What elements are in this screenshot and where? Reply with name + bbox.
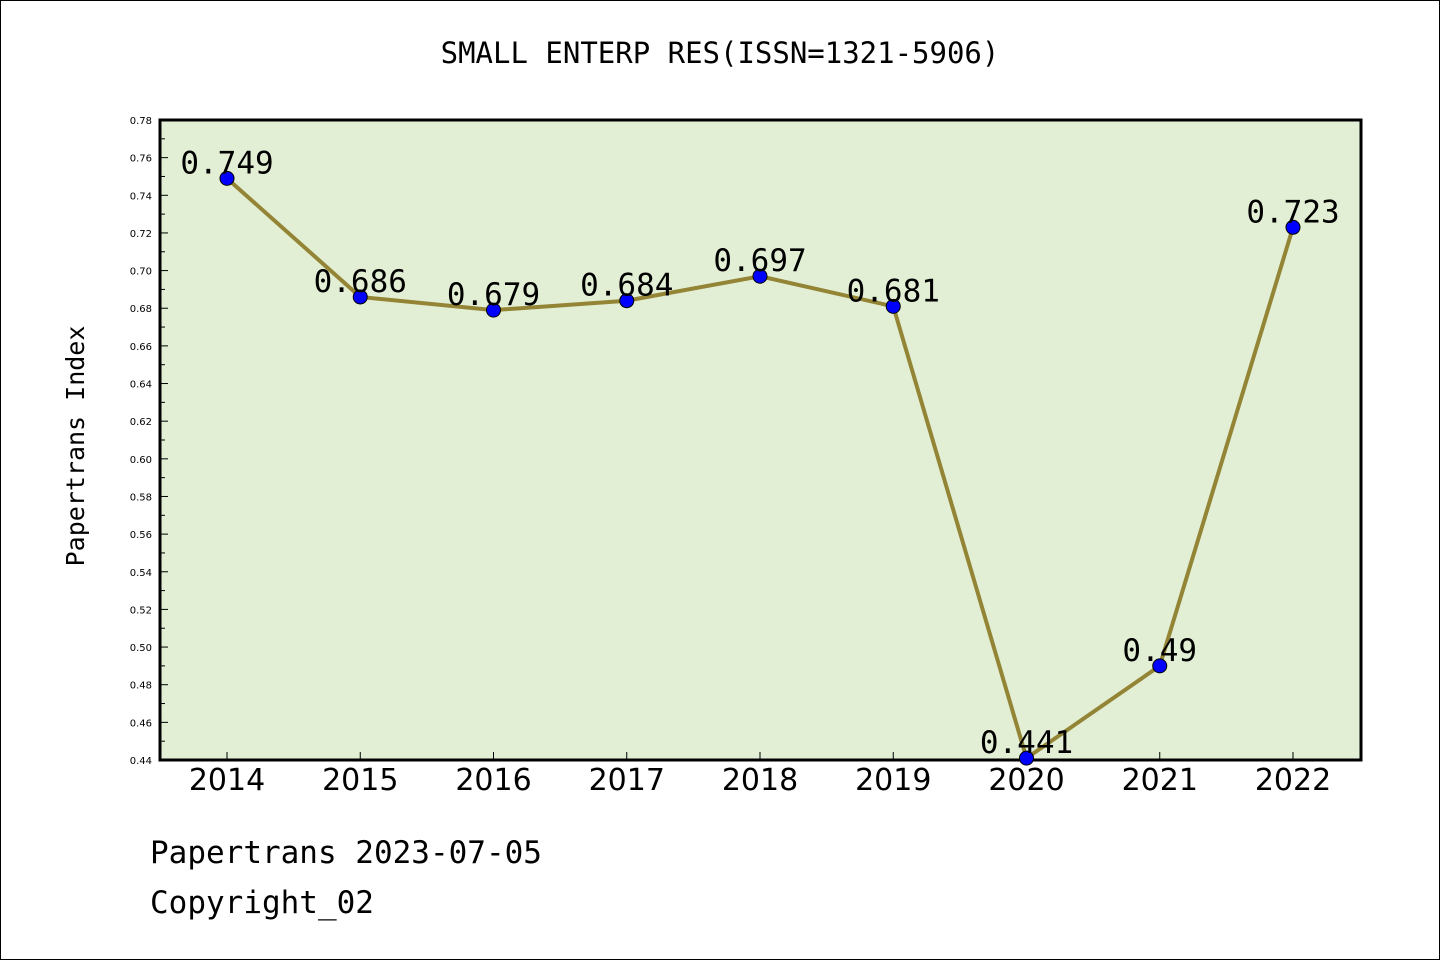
x-tick-label: 2022 (1255, 763, 1331, 798)
data-point (885, 298, 901, 314)
data-point (1285, 219, 1301, 235)
y-tick-label: 0.64 (130, 380, 152, 391)
chart-title: SMALL ENTERP RES(ISSN=1321-5906) (440, 36, 1000, 70)
x-tick-label: 2015 (322, 763, 398, 798)
data-labels: 0.749 0.686 0.679 0.684 0.697 0.681 0.441 0.49 0… (180, 145, 1339, 761)
y-tick-label: 0.54 (130, 568, 152, 579)
footer-copyright-text: Copyright_02 (150, 885, 374, 921)
y-axis: 0.44 0.46 0.48 0.50 0.52 0.54 0.56 0.58 0.60 0.62… (130, 116, 168, 767)
x-axis: 2014 2015 2016 2017 2018 2019 2020 2021 2022 (189, 752, 1331, 798)
data-label: 0.441 (980, 725, 1073, 761)
y-tick-label: 0.74 (130, 191, 152, 202)
data-label: 0.749 (180, 145, 273, 181)
y-tick-label: 0.56 (130, 530, 152, 541)
x-tick-label: 2017 (589, 763, 665, 798)
series-markers (219, 170, 1301, 766)
y-tick-label: 0.70 (130, 267, 152, 278)
plot-area (158, 118, 1363, 762)
data-point (752, 268, 768, 284)
y-tick-label: 0.66 (130, 342, 152, 353)
data-label: 0.686 (314, 264, 407, 300)
y-tick-label: 0.46 (130, 718, 152, 729)
footer-date-text: Papertrans 2023-07-05 (150, 835, 542, 871)
x-tick-label: 2020 (988, 763, 1064, 798)
y-tick-label: 0.78 (130, 116, 152, 127)
y-tick-label: 0.58 (130, 492, 152, 503)
y-tick-label: 0.52 (130, 605, 152, 616)
data-point (352, 289, 368, 305)
data-label: 0.679 (447, 277, 540, 313)
x-tick-label: 2021 (1122, 763, 1198, 798)
y-tick-label: 0.48 (130, 681, 152, 692)
x-tick-label: 2016 (455, 763, 531, 798)
data-label: 0.684 (580, 268, 673, 304)
x-tick-label: 2019 (855, 763, 931, 798)
data-label: 0.723 (1246, 194, 1339, 230)
data-label: 0.697 (713, 243, 806, 279)
data-point (619, 293, 635, 309)
y-tick-label: 0.50 (130, 643, 152, 654)
data-label: 0.681 (847, 273, 940, 309)
y-tick-label: 0.76 (130, 154, 152, 165)
y-tick-label: 0.60 (130, 455, 152, 466)
data-label: 0.49 (1122, 633, 1197, 669)
x-tick-label: 2014 (189, 763, 265, 798)
y-axis-label: Papertrans Index (61, 326, 90, 567)
data-point (486, 302, 501, 318)
y-tick-label: 0.44 (130, 756, 152, 767)
y-tick-label: 0.62 (130, 417, 152, 428)
data-point (219, 170, 235, 186)
y-tick-label: 0.72 (130, 229, 152, 240)
x-tick-label: 2018 (722, 763, 798, 798)
data-point (1019, 750, 1034, 766)
y-tick-label: 0.68 (130, 304, 152, 315)
data-point (1152, 658, 1168, 674)
